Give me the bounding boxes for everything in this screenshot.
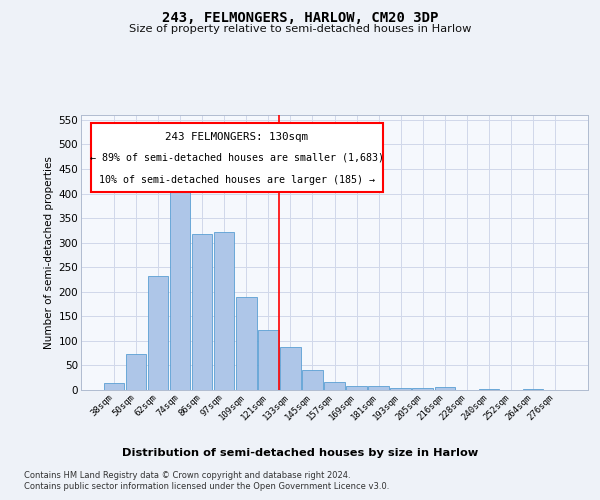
Text: Size of property relative to semi-detached houses in Harlow: Size of property relative to semi-detach… <box>129 24 471 34</box>
Text: Contains public sector information licensed under the Open Government Licence v3: Contains public sector information licen… <box>24 482 389 491</box>
Bar <box>523 388 543 390</box>
Text: ← 89% of semi-detached houses are smaller (1,683): ← 89% of semi-detached houses are smalle… <box>90 152 384 162</box>
FancyBboxPatch shape <box>91 123 383 192</box>
Bar <box>479 389 499 390</box>
Text: 243 FELMONGERS: 130sqm: 243 FELMONGERS: 130sqm <box>166 132 308 142</box>
Bar <box>148 276 169 390</box>
Bar <box>214 232 235 390</box>
Bar <box>126 354 146 390</box>
Y-axis label: Number of semi-detached properties: Number of semi-detached properties <box>44 156 55 349</box>
Bar <box>258 330 278 390</box>
Bar <box>236 296 257 390</box>
Text: 10% of semi-detached houses are larger (185) →: 10% of semi-detached houses are larger (… <box>99 174 375 184</box>
Text: Distribution of semi-detached houses by size in Harlow: Distribution of semi-detached houses by … <box>122 448 478 458</box>
Text: Contains HM Land Registry data © Crown copyright and database right 2024.: Contains HM Land Registry data © Crown c… <box>24 471 350 480</box>
Bar <box>434 387 455 390</box>
Bar <box>104 382 124 390</box>
Bar <box>170 172 190 390</box>
Bar <box>302 370 323 390</box>
Text: 243, FELMONGERS, HARLOW, CM20 3DP: 243, FELMONGERS, HARLOW, CM20 3DP <box>162 11 438 25</box>
Bar <box>192 234 212 390</box>
Bar <box>325 382 344 390</box>
Bar <box>391 388 411 390</box>
Bar <box>346 386 367 390</box>
Bar <box>412 388 433 390</box>
Bar <box>280 347 301 390</box>
Bar <box>368 386 389 390</box>
